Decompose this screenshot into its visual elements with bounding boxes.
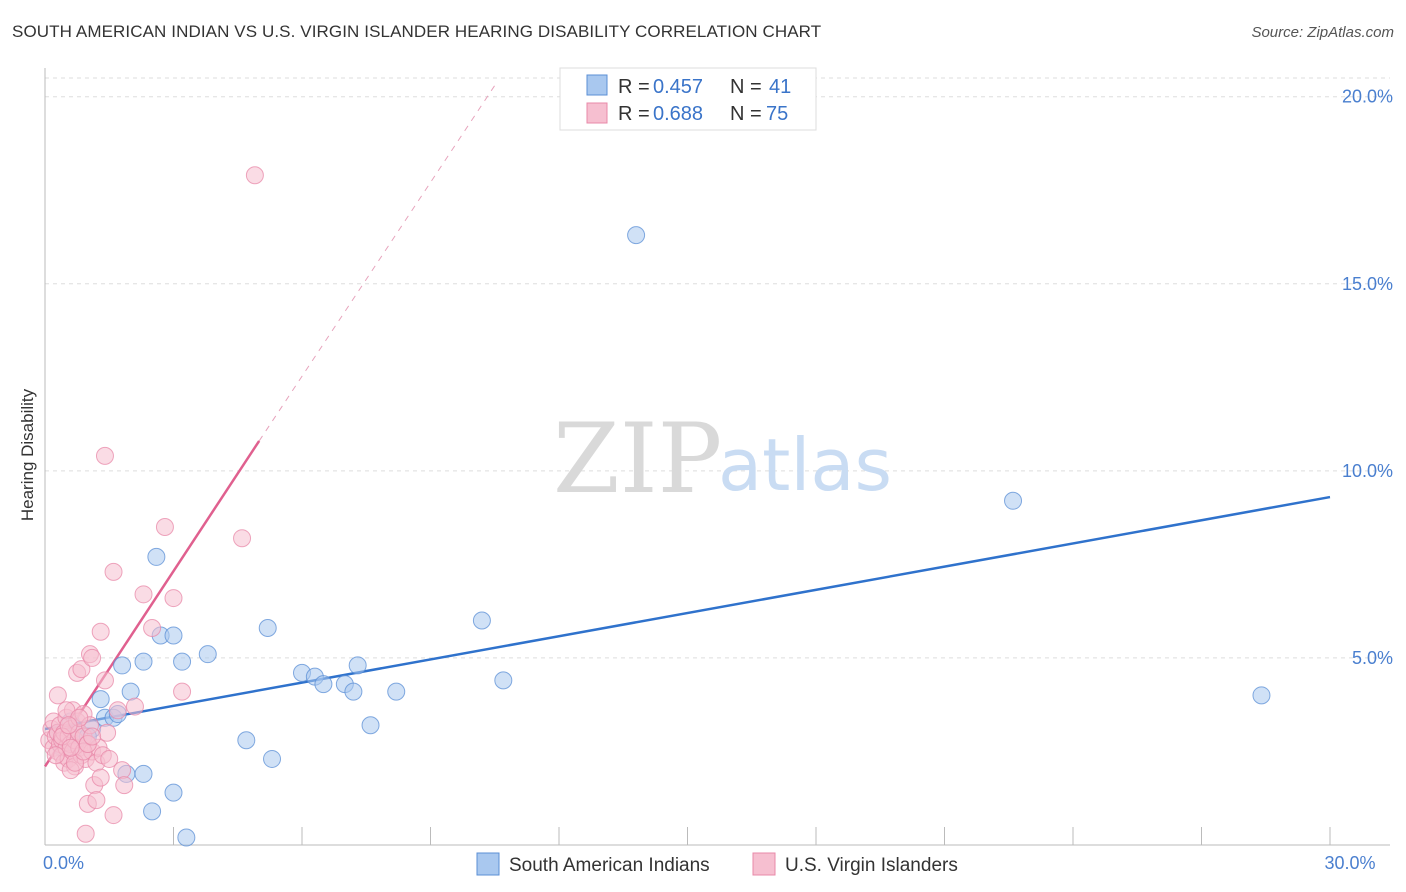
point-blue-19 <box>164 626 183 645</box>
y-axis-label: Hearing Disability <box>18 388 37 521</box>
point-pink-50 <box>104 562 123 581</box>
bottom-legend-label-pink: U.S. Virgin Islanders <box>785 855 958 876</box>
trendline-pink-extension <box>258 85 496 442</box>
point-blue-13 <box>121 682 140 701</box>
legend-r-value-1: 0.457 <box>653 76 703 98</box>
point-pink-28 <box>72 660 91 679</box>
legend-r-label-1: R = <box>618 76 650 98</box>
watermark: ZIP atlas <box>553 403 892 515</box>
point-pink-73 <box>59 716 78 735</box>
legend-n-value-2: 75 <box>766 103 788 125</box>
point-blue-37 <box>627 226 646 245</box>
y-tick-label-2: 15.0% <box>1342 274 1393 294</box>
point-blue-29 <box>314 675 333 694</box>
bottom-legend-swatch-blue <box>476 852 500 876</box>
point-pink-41 <box>87 791 106 810</box>
point-blue-11 <box>113 656 132 675</box>
y-tick-label-3: 20.0% <box>1342 87 1393 107</box>
axes <box>44 68 1390 846</box>
point-pink-72 <box>46 746 65 765</box>
point-blue-8 <box>91 690 110 709</box>
point-blue-20 <box>164 783 183 802</box>
point-pink-44 <box>91 768 110 787</box>
point-pink-57 <box>143 618 162 637</box>
source-label: Source: ZipAtlas.com <box>1251 24 1394 41</box>
point-pink-74 <box>83 727 102 746</box>
point-blue-34 <box>387 682 406 701</box>
point-pink-46 <box>95 671 114 690</box>
point-blue-32 <box>348 656 367 675</box>
point-blue-33 <box>361 716 380 735</box>
point-pink-47 <box>95 446 114 465</box>
point-pink-60 <box>173 682 192 701</box>
point-blue-25 <box>258 618 277 637</box>
point-pink-51 <box>104 806 123 825</box>
point-pink-52 <box>108 701 127 720</box>
point-blue-23 <box>198 645 217 664</box>
point-pink-54 <box>115 776 134 795</box>
watermark-zip: ZIP <box>553 403 722 515</box>
point-pink-49 <box>100 749 119 768</box>
chart-title: SOUTH AMERICAN INDIAN VS U.S. VIRGIN ISL… <box>12 22 822 41</box>
point-pink-48 <box>98 723 117 742</box>
point-blue-39 <box>1252 686 1271 705</box>
point-pink-71 <box>61 738 80 757</box>
point-blue-26 <box>263 749 282 768</box>
point-pink-38 <box>83 648 102 667</box>
y-tick-labels: 5.0% 10.0% 15.0% 20.0% <box>1342 87 1393 668</box>
point-pink-62 <box>245 166 264 185</box>
y-tick-label-1: 10.0% <box>1342 461 1393 481</box>
point-pink-61 <box>233 529 252 548</box>
point-blue-35 <box>472 611 491 630</box>
x-tick-label-0: 0.0% <box>43 853 84 873</box>
gridlines <box>45 77 1390 659</box>
bottom-legend: South American Indians U.S. Virgin Islan… <box>476 852 958 876</box>
legend-r-value-2: 0.688 <box>653 103 703 125</box>
point-blue-36 <box>494 671 513 690</box>
legend-swatch-blue <box>586 74 608 96</box>
trendline-blue <box>44 495 1331 731</box>
point-blue-22 <box>177 828 196 847</box>
point-pink-55 <box>125 697 144 716</box>
watermark-atlas: atlas <box>718 423 892 507</box>
legend-n-label-2: N = <box>730 103 762 125</box>
point-pink-43 <box>91 622 110 641</box>
data-points <box>40 166 1271 847</box>
point-pink-63 <box>48 686 67 705</box>
legend-r-label-2: R = <box>618 103 650 125</box>
point-blue-17 <box>147 547 166 566</box>
point-pink-59 <box>164 589 183 608</box>
bottom-legend-swatch-pink <box>752 852 776 876</box>
point-blue-16 <box>143 802 162 821</box>
point-pink-32 <box>76 824 95 843</box>
legend-swatch-pink <box>586 102 608 124</box>
point-pink-58 <box>155 517 174 536</box>
bottom-legend-label-blue: South American Indians <box>509 855 710 876</box>
point-blue-38 <box>1004 491 1023 510</box>
y-tick-label-0: 5.0% <box>1352 648 1393 668</box>
point-blue-15 <box>134 652 153 671</box>
point-blue-21 <box>173 652 192 671</box>
legend-n-value-1: 41 <box>769 76 791 98</box>
point-blue-24 <box>237 731 256 750</box>
point-blue-14 <box>134 764 153 783</box>
legend-n-label-1: N = <box>730 76 762 98</box>
top-legend: R = 0.457 N = 41 R = 0.688 N = 75 <box>559 67 817 131</box>
point-pink-56 <box>134 585 153 604</box>
point-blue-31 <box>344 682 363 701</box>
x-tick-labels: 0.0% 30.0% <box>43 853 1376 873</box>
point-pink-53 <box>113 761 132 780</box>
x-tick-label-1: 30.0% <box>1324 853 1375 873</box>
